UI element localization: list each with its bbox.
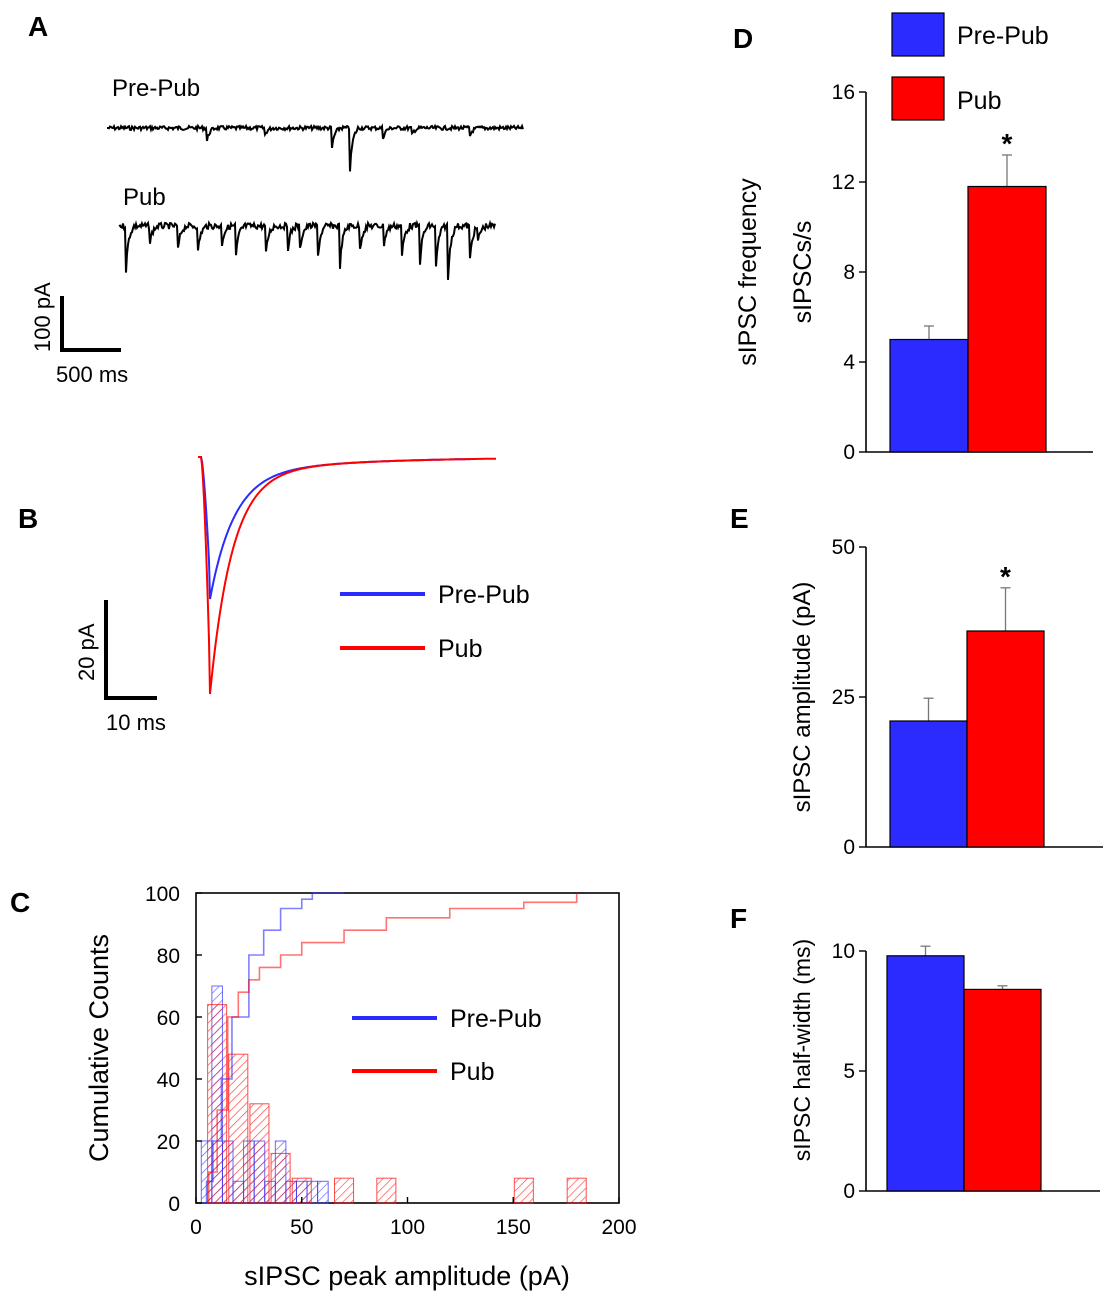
chart-d-bar-pub — [967, 185, 1047, 453]
pub-histogram-bar-5 — [334, 1177, 355, 1204]
chart-d-y-tick-2: 8 — [843, 261, 855, 284]
chart-e-y-axis-label: sIPSC amplitude (pA) — [789, 582, 816, 813]
panel-label-e: E — [730, 503, 749, 534]
chart-c-y-tick-1: 20 — [157, 1131, 180, 1154]
pub-histogram-bar-7 — [513, 1177, 534, 1204]
chart-d-bar-pre-pub — [889, 338, 969, 453]
scale-bar-a-x-label: 500 ms — [56, 362, 128, 387]
chart-e-bar-pub — [966, 630, 1045, 848]
legend-b: Pre-Pub Pub — [340, 581, 530, 663]
scale-bar-b-x-label: 10 ms — [106, 710, 166, 735]
chart-f-y-axis-label: sIPSC half-width (ms) — [789, 939, 815, 1161]
chart-f-bar-pub — [963, 988, 1042, 1192]
trace-label-pub: Pub — [123, 184, 166, 211]
chart-c: 0 50 100 150 200 0 20 40 60 80 100 Cumulative Coun… — [84, 883, 637, 1291]
chart-e-y-tick-2: 50 — [832, 536, 855, 559]
chart-d-y-axis-label-line1: sIPSC frequency — [734, 178, 762, 366]
chart-c-y-tick-2: 40 — [157, 1069, 180, 1092]
chart-d: sIPSC frequency sIPSCs/s 0 4 8 12 16 * — [734, 81, 1093, 464]
pub-histogram-bar-3 — [270, 1152, 291, 1204]
chart-d-y-tick-3: 12 — [832, 171, 855, 194]
chart-e: sIPSC amplitude (pA) 0 25 50 * — [789, 536, 1103, 859]
panel-label-c: C — [10, 887, 30, 918]
panel-label-b: B — [18, 503, 38, 534]
pub-histogram-bar-0 — [207, 1004, 228, 1204]
chart-c-y-tick-3: 60 — [157, 1007, 180, 1030]
chart-c-y-axis-label: Cumulative Counts — [84, 934, 114, 1162]
panel-label-a: A — [28, 11, 48, 42]
legend-c-pub-label: Pub — [450, 1058, 494, 1086]
legend-b-pre-pub-label: Pre-Pub — [438, 581, 530, 609]
panel-label-d: D — [733, 23, 753, 54]
pub-histogram-bar-1 — [228, 1053, 249, 1204]
chart-f-y-tick-0: 0 — [843, 1180, 855, 1203]
chart-f-bar-pre-pub — [886, 955, 965, 1192]
pub-histogram-bar-8 — [566, 1177, 587, 1204]
chart-c-x-tick-1: 50 — [290, 1216, 313, 1239]
legend-d-pre-pub-swatch — [891, 12, 945, 57]
legend-c-pre-pub-label: Pre-Pub — [450, 1005, 542, 1033]
chart-f-y-tick-1: 5 — [843, 1060, 855, 1083]
pre-pub-cumulative-line — [205, 892, 345, 1203]
chart-c-y-tick-5: 100 — [145, 883, 180, 906]
chart-c-x-tick-0: 0 — [190, 1216, 202, 1239]
chart-e-y-tick-0: 0 — [843, 836, 855, 859]
chart-d-y-tick-4: 16 — [832, 81, 855, 104]
chart-d-y-axis-label-line2: sIPSCs/s — [789, 221, 817, 324]
chart-c-y-tick-4: 80 — [157, 945, 180, 968]
pub-cumulative-line — [207, 893, 578, 1203]
chart-e-bar-pre-pub — [889, 720, 968, 848]
legend-b-pub-label: Pub — [438, 635, 482, 663]
legend-d: Pre-Pub Pub — [891, 12, 1049, 121]
panel-label-f: F — [730, 903, 747, 934]
legend-d-pub-swatch — [891, 76, 945, 121]
chart-c-histogram-bars — [200, 985, 587, 1204]
chart-c-ticks: 0 50 100 150 200 0 20 40 60 80 100 — [145, 883, 637, 1239]
chart-f-y-tick-2: 10 — [832, 940, 855, 963]
chart-d-y-tick-0: 0 — [843, 441, 855, 464]
chart-e-y-tick-1: 25 — [832, 686, 855, 709]
chart-c-y-tick-0: 0 — [168, 1193, 180, 1216]
pub-raw-trace — [118, 219, 496, 280]
legend-d-pre-pub-label: Pre-Pub — [957, 22, 1049, 50]
chart-c-x-tick-4: 200 — [601, 1216, 636, 1239]
chart-d-y-tick-1: 4 — [843, 351, 855, 374]
pre-pub-histogram-bar-11 — [317, 1180, 329, 1204]
chart-c-x-axis-label: sIPSC peak amplitude (pA) — [244, 1261, 570, 1291]
pub-histogram-bar-2 — [249, 1103, 270, 1204]
pub-average-trace — [198, 456, 496, 695]
scale-bar-a-y-label: 100 pA — [30, 282, 55, 352]
chart-f: sIPSC half-width (ms) 0 5 10 — [789, 939, 1100, 1203]
chart-c-x-tick-3: 150 — [496, 1216, 531, 1239]
legend-c: Pre-Pub Pub — [352, 1005, 542, 1086]
chart-c-x-tick-2: 100 — [390, 1216, 425, 1239]
pub-histogram-bar-6 — [376, 1177, 397, 1204]
pre-pub-raw-trace — [107, 123, 524, 172]
chart-d-significance-marker: * — [1002, 128, 1013, 159]
chart-e-significance-marker: * — [1000, 561, 1011, 592]
legend-d-pub-label: Pub — [957, 87, 1001, 115]
scale-bar-a: 100 pA 500 ms — [30, 282, 128, 387]
trace-label-pre-pub: Pre-Pub — [112, 75, 200, 102]
scale-bar-b-y-label: 20 pA — [74, 623, 99, 681]
scale-bar-b: 20 pA 10 ms — [74, 600, 166, 735]
